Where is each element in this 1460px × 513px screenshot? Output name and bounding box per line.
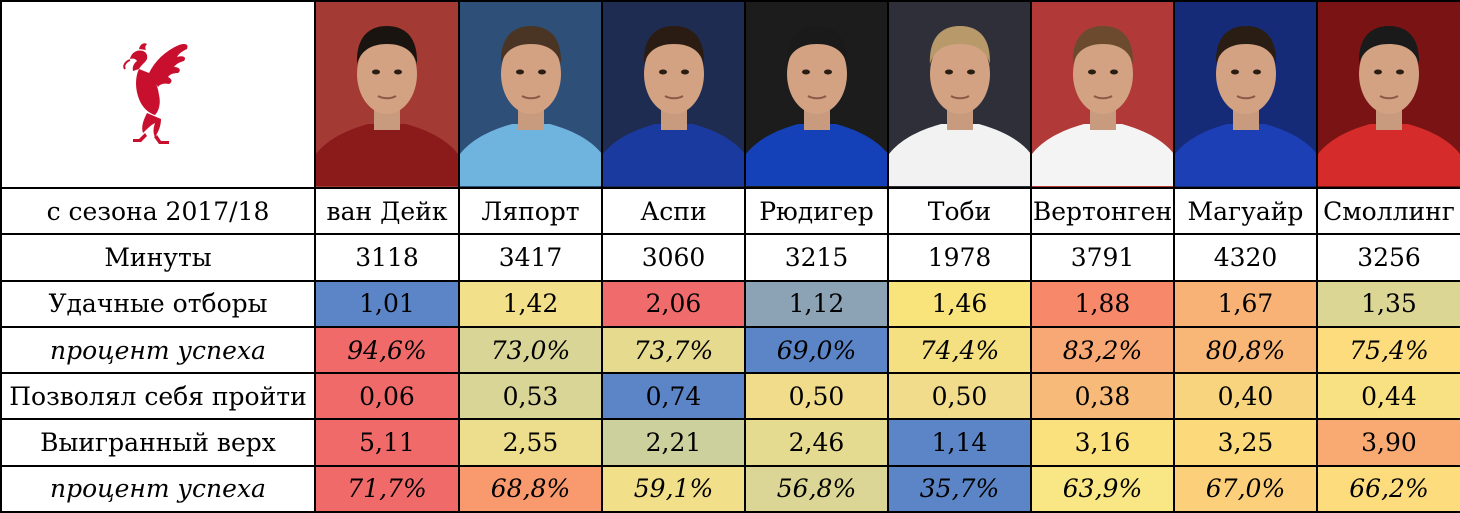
stat-value: 66,2%	[1316, 464, 1460, 513]
stat-row: Выигранный верх 5,11 2,55 2,21 2,46 1,14 3,16 3…	[0, 418, 1460, 467]
stat-value: 0,38	[1030, 372, 1175, 421]
stat-value: 2,55	[458, 418, 603, 467]
stat-value: 0,50	[744, 372, 889, 421]
stat-row: Позволял себя пройти 0,06 0,53 0,74 0,50 0,50…	[0, 372, 1460, 421]
player-name: Вертонген	[1030, 187, 1175, 236]
stat-value: 1,88	[1030, 279, 1175, 328]
stat-value: 2,46	[744, 418, 889, 467]
stat-value: 1978	[887, 233, 1032, 282]
stat-value: 56,8%	[744, 464, 889, 513]
player-photo	[747, 3, 886, 186]
stat-value: 3,90	[1316, 418, 1460, 467]
row-label: процент успеха	[0, 464, 316, 513]
row-label: Минуты	[0, 233, 316, 282]
player-photo-cell	[1316, 0, 1460, 190]
stat-row: процент успеха 94,6% 73,0% 73,7% 69,0% 74,4% 8…	[0, 325, 1460, 375]
row-label: с сезона 2017/18	[0, 187, 316, 236]
player-photo-cell	[314, 0, 460, 190]
stat-value: 3256	[1316, 233, 1460, 282]
player-name: Магуайр	[1173, 187, 1318, 236]
player-name: ван Дейк	[314, 187, 460, 236]
stat-value: 5,11	[314, 418, 460, 467]
liverpool-liver-bird-icon	[123, 42, 188, 144]
stat-value: 1,12	[744, 279, 889, 328]
stat-value: 73,0%	[458, 325, 603, 375]
stat-row: Удачные отборы 1,01 1,42 2,06 1,12 1,46 1,88 1,…	[0, 279, 1460, 328]
player-name: Рюдигер	[744, 187, 889, 236]
player-photo	[317, 3, 457, 186]
player-photo-cell	[887, 0, 1032, 190]
stat-value: 80,8%	[1173, 325, 1318, 375]
stat-value: 69,0%	[744, 325, 889, 375]
stat-value: 1,14	[887, 418, 1032, 467]
stat-value: 75,4%	[1316, 325, 1460, 375]
stat-value: 0,40	[1173, 372, 1318, 421]
stat-value: 3215	[744, 233, 889, 282]
stat-value: 35,7%	[887, 464, 1032, 513]
player-photo	[1319, 3, 1459, 186]
player-photo-cell	[1173, 0, 1318, 190]
player-photo-cell	[1030, 0, 1175, 190]
player-photo	[1033, 3, 1172, 186]
player-photo	[604, 3, 743, 186]
player-photo	[461, 3, 600, 186]
stat-value: 71,7%	[314, 464, 460, 513]
stat-row: с сезона 2017/18 ван Дейк Ляпорт Аспи Рюдиге…	[0, 187, 1460, 236]
stat-value: 3,16	[1030, 418, 1175, 467]
stat-value: 3791	[1030, 233, 1175, 282]
stat-value: 1,46	[887, 279, 1032, 328]
stat-value: 83,2%	[1030, 325, 1175, 375]
player-name: Смоллинг	[1316, 187, 1460, 236]
stat-value: 0,06	[314, 372, 460, 421]
stat-value: 3118	[314, 233, 460, 282]
stat-value: 59,1%	[601, 464, 746, 513]
row-label: процент успеха	[0, 325, 316, 375]
stat-value: 74,4%	[887, 325, 1032, 375]
stat-value: 73,7%	[601, 325, 746, 375]
stat-value: 67,0%	[1173, 464, 1318, 513]
stat-value: 0,53	[458, 372, 603, 421]
player-photo-cell	[458, 0, 603, 190]
stat-value: 2,06	[601, 279, 746, 328]
club-logo-cell	[0, 0, 316, 190]
player-photo	[1176, 3, 1315, 186]
stat-value: 1,35	[1316, 279, 1460, 328]
stat-value: 4320	[1173, 233, 1318, 282]
stat-row: Минуты 3118 3417 3060 3215 1978 3791 4320 3256	[0, 233, 1460, 282]
stat-value: 2,21	[601, 418, 746, 467]
stat-value: 63,9%	[1030, 464, 1175, 513]
stat-value: 1,67	[1173, 279, 1318, 328]
stat-value: 0,44	[1316, 372, 1460, 421]
player-photo-cell	[744, 0, 889, 190]
stat-value: 0,50	[887, 372, 1032, 421]
row-label: Выигранный верх	[0, 418, 316, 467]
stat-value: 3417	[458, 233, 603, 282]
stat-value: 94,6%	[314, 325, 460, 375]
stat-value: 1,42	[458, 279, 603, 328]
stat-value: 0,74	[601, 372, 746, 421]
stat-value: 3,25	[1173, 418, 1318, 467]
player-name: Ляпорт	[458, 187, 603, 236]
row-label: Удачные отборы	[0, 279, 316, 328]
row-label: Позволял себя пройти	[0, 372, 316, 421]
player-photo-row	[0, 0, 1460, 190]
stat-value: 1,01	[314, 279, 460, 328]
stat-value: 3060	[601, 233, 746, 282]
player-name: Тоби	[887, 187, 1032, 236]
stat-value: 68,8%	[458, 464, 603, 513]
player-name: Аспи	[601, 187, 746, 236]
stat-row: процент успеха 71,7% 68,8% 59,1% 56,8% 35,7% 6…	[0, 464, 1460, 513]
player-photo	[890, 3, 1029, 186]
player-photo-cell	[601, 0, 746, 190]
